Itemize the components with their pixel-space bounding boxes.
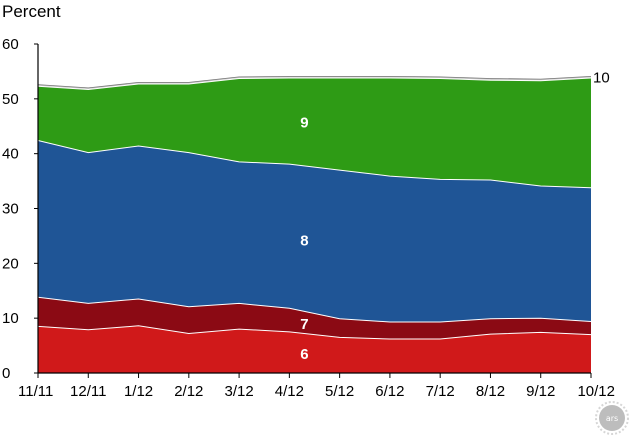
y-tick-label: 10 <box>2 310 19 327</box>
series-label-8: 8 <box>300 232 308 249</box>
series-label-9: 9 <box>300 115 308 132</box>
x-tick-labels: 11/11 12/11 1/12 2/12 3/12 4/12 5/12 6/12 7/12 8/… <box>18 373 615 400</box>
series-label-10: 10 <box>593 69 610 86</box>
area-series-8 <box>38 140 591 322</box>
series-label-7: 7 <box>300 316 308 333</box>
series-areas <box>37 76 592 373</box>
boundary-line-7 <box>37 296 592 323</box>
y-tick-label: 0 <box>2 365 10 382</box>
x-tick-label: 9/12 <box>526 383 555 400</box>
series-labels: 6 7 8 9 10 <box>300 69 609 362</box>
x-tick-label: 12/11 <box>70 383 106 400</box>
watermark-text: ars <box>606 414 618 423</box>
x-tick-label: 3/12 <box>224 383 253 400</box>
x-tick-label: 8/12 <box>476 383 505 400</box>
x-tick-label: 11/11 <box>18 383 53 400</box>
x-tick-label: 4/12 <box>275 383 304 400</box>
x-tick-label: 10/12 <box>577 383 615 400</box>
boundary-line-8 <box>37 140 592 189</box>
x-tick-label: 6/12 <box>375 383 404 400</box>
boundary-line-6 <box>37 325 592 340</box>
x-tick-label: 1/12 <box>124 383 153 400</box>
ars-watermark-icon: ars <box>595 401 629 435</box>
area-series-6 <box>38 325 591 373</box>
y-tick-label: 20 <box>2 255 19 272</box>
area-series-7 <box>38 297 591 339</box>
y-tick-label: 30 <box>2 201 19 218</box>
y-tick-label: 40 <box>2 146 19 163</box>
y-tick-label: 60 <box>2 36 19 53</box>
boundary-line-9 <box>37 77 592 91</box>
boundary-line-10 <box>37 76 592 89</box>
x-tick-label: 5/12 <box>325 383 354 400</box>
area-series-9 <box>38 78 591 188</box>
series-label-6: 6 <box>300 346 308 363</box>
x-tick-label: 7/12 <box>426 383 455 400</box>
y-tick-label: 50 <box>2 91 19 108</box>
area-series-10 <box>38 76 591 90</box>
y-tick-labels: 0 10 20 30 40 50 60 <box>2 36 38 382</box>
x-tick-label: 2/12 <box>174 383 203 400</box>
y-axis-label: Percent <box>2 2 61 21</box>
